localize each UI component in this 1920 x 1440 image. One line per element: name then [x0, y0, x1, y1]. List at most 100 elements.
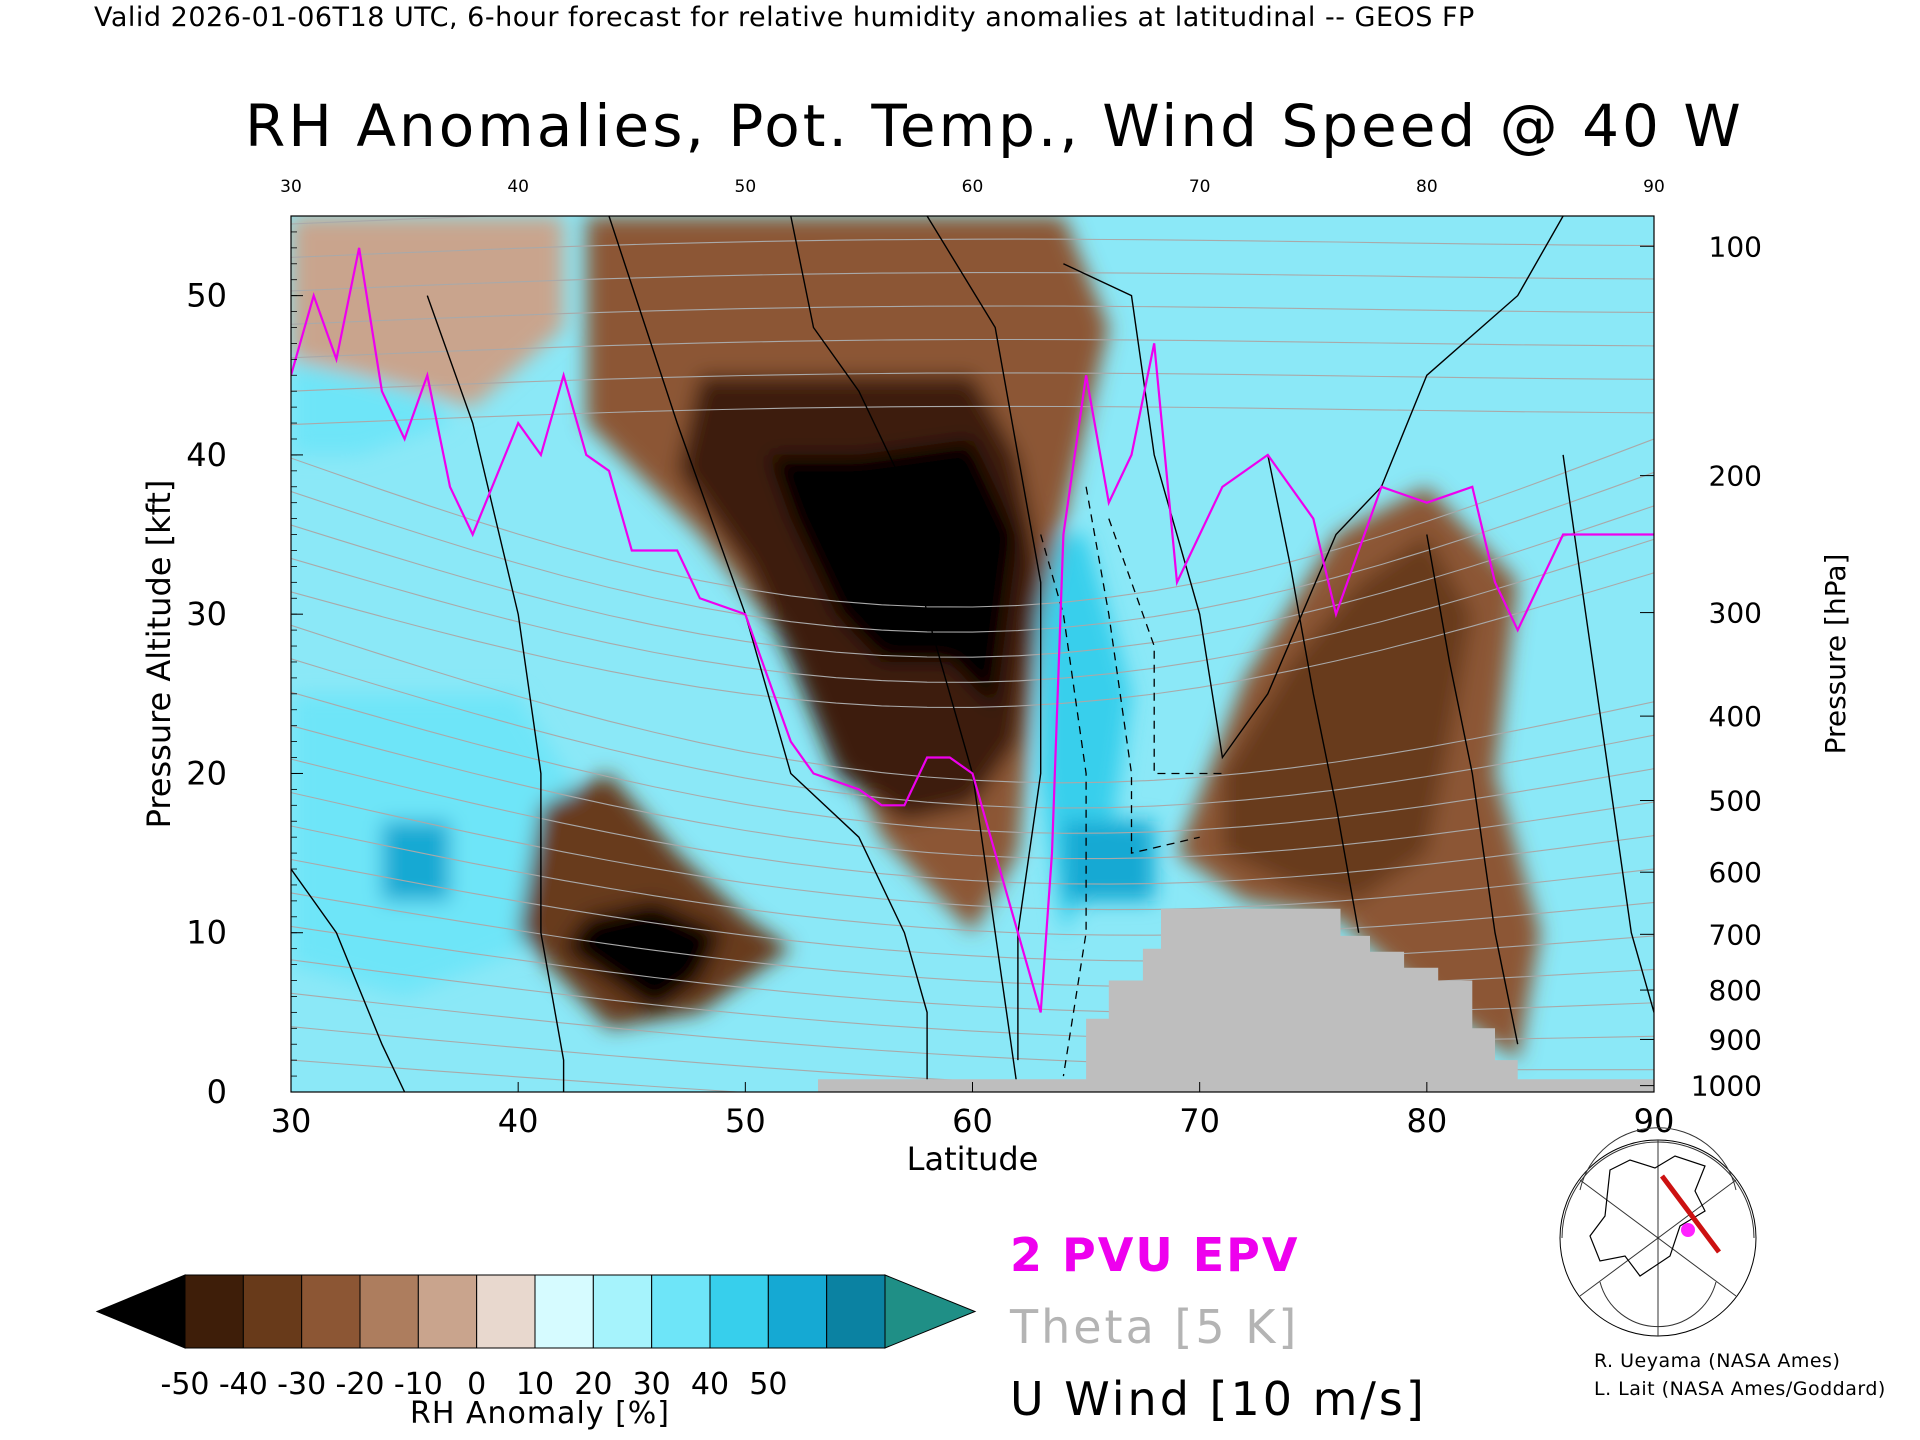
colorbar-tick-label: 40	[691, 1367, 729, 1402]
theta-contour	[291, 725, 1654, 860]
theta-contour	[291, 572, 1654, 708]
colorbar-tick-label: 20	[574, 1367, 612, 1402]
colorbar-swatch	[534, 1274, 594, 1349]
pressure-tick-label: 900	[1709, 1023, 1762, 1056]
theta-contour	[291, 758, 1654, 885]
x-tick-label: 40	[498, 1102, 539, 1140]
plot-area	[290, 215, 1655, 1093]
wind-contour	[1562, 454, 1654, 1013]
credit-line-1: R. Ueyama (NASA Ames)	[1594, 1350, 1841, 1372]
colorbar-label: RH Anomaly [%]	[410, 1396, 670, 1431]
wind-contour	[426, 295, 565, 1092]
wind-contour	[790, 216, 1019, 1092]
pressure-tick-label: 700	[1709, 918, 1762, 951]
x-tick-label: 30	[271, 1102, 312, 1140]
colorbar-swatch	[476, 1274, 536, 1349]
colorbar-swatch	[184, 1274, 244, 1349]
x-tick-label: 80	[1406, 1102, 1447, 1140]
y-tick-label: 20	[186, 754, 227, 792]
inset-map-icon	[1559, 1127, 1757, 1337]
x-top-tick-label: 80	[1416, 177, 1438, 197]
y-tick-label: 30	[186, 595, 227, 633]
x-tick-label: 60	[952, 1102, 993, 1140]
colorbar-tick-label: -50	[161, 1367, 210, 1402]
wind-contour	[1063, 216, 1564, 760]
pressure-tick-label: 600	[1709, 856, 1762, 889]
x-tick-label: 70	[1179, 1102, 1220, 1140]
wind-contour-negative	[1040, 534, 1087, 1077]
rh-dry-region	[563, 900, 723, 1013]
colorbar-tick-label: -30	[277, 1367, 326, 1402]
x-axis-label: Latitude	[907, 1140, 1039, 1178]
colorbar-tick-label: 30	[633, 1367, 671, 1402]
wind-contour	[608, 216, 928, 1092]
theta-contour	[291, 792, 1654, 911]
y-tick-label: 10	[186, 914, 227, 952]
x-top-tick-label: 60	[962, 177, 984, 197]
colorbar-swatch	[359, 1274, 419, 1349]
theta-contour	[291, 438, 1654, 608]
figure-caption: Valid 2026-01-06T18 UTC, 6-hour forecast…	[94, 2, 1475, 33]
x-top-tick-label: 30	[280, 177, 302, 197]
pressure-tick-label: 100	[1709, 230, 1762, 263]
wind-contour-negative	[1085, 486, 1200, 854]
legend-epv: 2 PVU EPV	[1010, 1228, 1300, 1282]
credit-line-2: L. Lait (NASA Ames/Goddard)	[1594, 1378, 1886, 1400]
wind-contour	[1426, 534, 1519, 1045]
rh-dry-region	[291, 216, 564, 408]
theta-contour	[291, 338, 1654, 359]
colorbar-right-arrow	[884, 1274, 977, 1349]
colorbar-swatch	[826, 1274, 886, 1349]
colorbar-swatch	[592, 1274, 653, 1349]
theta-contour	[291, 405, 1654, 426]
x-top-tick-label: 40	[507, 177, 529, 197]
wind-contour	[291, 868, 406, 1092]
x-tick-label: 90	[1634, 1102, 1675, 1140]
x-tick-label: 50	[725, 1102, 766, 1140]
colorbar-swatch	[242, 1274, 303, 1349]
pressure-tick-label: 200	[1709, 460, 1762, 493]
y-tick-label: 40	[186, 436, 227, 474]
theta-contour	[291, 538, 1654, 683]
theta-contour	[291, 238, 1654, 258]
theta-contour	[291, 825, 1654, 936]
colorbar-swatch	[651, 1274, 711, 1349]
x-top-tick-label: 50	[735, 177, 757, 197]
plot-clip-group	[291, 216, 1654, 1092]
terrain	[818, 908, 1654, 1092]
wind-contour	[1267, 454, 1360, 933]
x-top-tick-label: 70	[1189, 177, 1211, 197]
y-tick-label: 0	[207, 1073, 227, 1111]
colorbar-swatch	[417, 1274, 478, 1349]
legend-theta: Theta [5 K]	[1010, 1300, 1300, 1354]
wind-contours	[291, 216, 1654, 1092]
rh-dry-region	[1222, 534, 1473, 901]
colorbar-tick-label: 50	[749, 1367, 787, 1402]
colorbar: -50 -40 -30 -20 -10 0 10 20 30 40 50	[95, 1274, 977, 1402]
pressure-tick-label: 300	[1709, 597, 1762, 630]
chart-title: RH Anomalies, Pot. Temp., Wind Speed @ 4…	[245, 92, 1744, 160]
colorbar-tick-label: -20	[336, 1367, 385, 1402]
legend-wind: U Wind [10 m/s]	[1010, 1372, 1427, 1426]
theta-contour	[291, 1059, 747, 1092]
wind-contour-negative	[1108, 518, 1223, 775]
colorbar-swatch	[301, 1274, 361, 1349]
colorbar-tick-label: 10	[516, 1367, 554, 1402]
theta-contour	[291, 505, 1654, 658]
theta-contour	[291, 624, 1654, 784]
theta-contour	[291, 471, 1654, 633]
epv-2pvu-line	[291, 247, 1654, 1013]
colorbar-tick-label: 0	[467, 1367, 486, 1402]
y-axis-label: Pressure Altitude [kft]	[140, 480, 178, 829]
pressure-tick-label: 500	[1709, 785, 1762, 818]
y-axis-label-right: Pressure [hPa]	[1819, 554, 1852, 755]
colorbar-left-arrow	[95, 1274, 186, 1349]
pressure-tick-label: 800	[1709, 974, 1762, 1007]
theta-contour	[291, 691, 1654, 834]
colorbar-swatch	[767, 1274, 828, 1349]
colorbar-swatch	[709, 1274, 769, 1349]
rh-moist-region	[381, 821, 450, 901]
theta-contour	[291, 272, 1654, 292]
